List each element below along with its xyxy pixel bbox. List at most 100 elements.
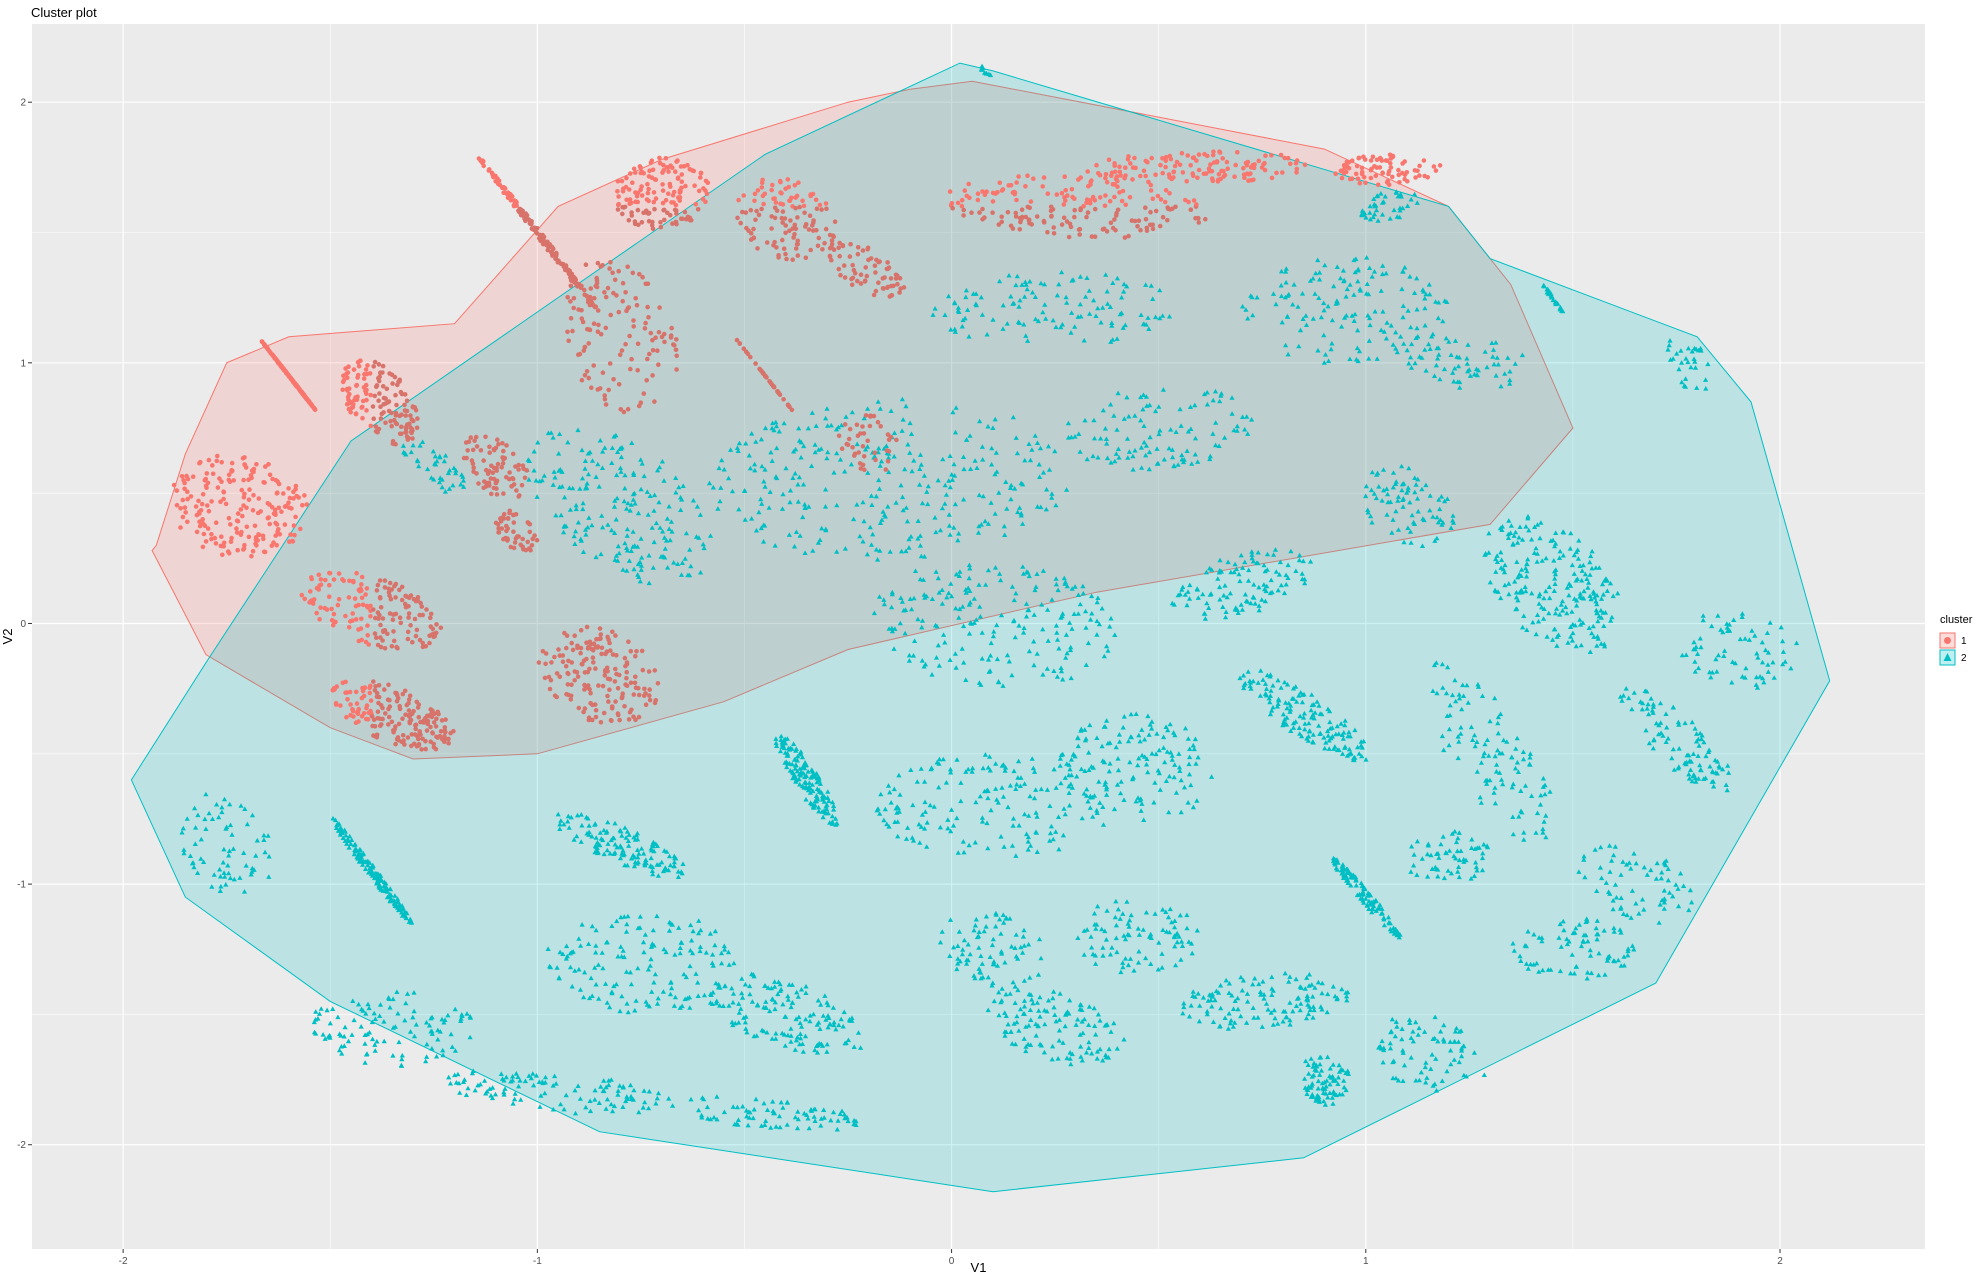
cluster-2-point: [823, 486, 829, 492]
cluster-2-point: [966, 575, 972, 581]
cluster-2-point: [992, 416, 998, 422]
cluster-2-point: [743, 1026, 749, 1031]
cluster-2-point: [831, 803, 837, 808]
cluster-2-point: [1023, 601, 1030, 606]
cluster-2-point: [793, 446, 799, 452]
cluster-2-point: [408, 920, 415, 925]
cluster-2-point: [1222, 583, 1228, 588]
cluster-1-point: [364, 408, 369, 413]
cluster-2-point: [1639, 896, 1646, 902]
cluster-2-point: [763, 1118, 769, 1123]
cluster-2-point: [956, 573, 962, 578]
cluster-2-point: [628, 981, 634, 987]
cluster-2-point: [1169, 919, 1175, 925]
cluster-2-point: [1446, 726, 1452, 732]
cluster-2-point: [1027, 1007, 1033, 1012]
cluster-2-point: [1321, 307, 1327, 313]
cluster-2-point: [1262, 691, 1269, 696]
cluster-2-point: [580, 506, 586, 512]
cluster-2-point: [1629, 888, 1635, 893]
cluster-2-point: [919, 500, 926, 506]
cluster-2-point: [1156, 404, 1162, 409]
cluster-2-point: [1100, 1057, 1106, 1063]
cluster-2-point: [1171, 730, 1177, 735]
cluster-2-point: [377, 885, 383, 890]
cluster-2-point: [1598, 596, 1605, 601]
cluster-2-point: [609, 990, 615, 996]
cluster-2-point: [1754, 685, 1761, 690]
cluster-2-point: [1079, 1057, 1085, 1063]
cluster-2-point: [985, 845, 991, 851]
cluster-2-point: [542, 1074, 549, 1080]
cluster-2-point: [1493, 340, 1499, 345]
cluster-2-point: [512, 1091, 518, 1096]
cluster-2-point: [899, 428, 905, 433]
cluster-2-point: [667, 537, 673, 543]
cluster-2-point: [1138, 394, 1144, 400]
cluster-2-point: [881, 817, 887, 823]
cluster-2-point: [1541, 606, 1547, 611]
cluster-2-point: [502, 1086, 508, 1091]
cluster-2-point: [1299, 733, 1305, 739]
cluster-1-point: [180, 514, 186, 520]
cluster-2-point: [714, 1116, 720, 1122]
cluster-2-point: [1339, 986, 1345, 992]
cluster-2-point: [1108, 615, 1114, 621]
cluster-2-point: [1691, 646, 1697, 652]
cluster-2-point: [666, 928, 673, 933]
cluster-2-point: [642, 932, 648, 937]
cluster-2-point: [1306, 733, 1312, 739]
cluster-2-point: [1203, 569, 1209, 575]
cluster-2-point: [1155, 460, 1161, 466]
cluster-2-point: [812, 449, 818, 455]
cluster-2-point: [1525, 928, 1531, 934]
cluster-2-point: [456, 1080, 462, 1086]
cluster-2-point: [1086, 767, 1092, 772]
cluster-2-point: [593, 835, 599, 840]
cluster-2-point: [1414, 275, 1420, 281]
cluster-2-point: [900, 507, 906, 513]
cluster-2-point: [1049, 491, 1055, 496]
cluster-2-point: [1124, 283, 1130, 289]
cluster-2-point: [1148, 961, 1154, 966]
cluster-2-point: [1694, 385, 1700, 390]
cluster-2-point: [1045, 607, 1051, 612]
cluster-2-point: [1143, 443, 1149, 448]
cluster-2-point: [1298, 1001, 1304, 1006]
cluster-2-point: [1591, 634, 1597, 639]
cluster-2-point: [1381, 915, 1387, 920]
cluster-2-point: [1166, 773, 1172, 779]
cluster-2-point: [1580, 939, 1587, 944]
cluster-2-point: [1245, 999, 1251, 1004]
cluster-2-point: [1363, 291, 1370, 296]
cluster-2-point: [1306, 1071, 1312, 1076]
cluster-2-point: [1631, 851, 1637, 856]
cluster-2-point: [1448, 870, 1454, 876]
cluster-2-point: [963, 590, 969, 595]
cluster-1-point: [347, 391, 352, 397]
cluster-2-point: [1686, 771, 1692, 777]
cluster-2-point: [1645, 701, 1651, 707]
cluster-2-point: [1231, 427, 1237, 433]
cluster-2-point: [1522, 943, 1528, 948]
cluster-2-point: [1385, 491, 1391, 497]
cluster-1-point: [390, 381, 395, 386]
cluster-2-point: [1667, 338, 1673, 343]
cluster-2-point: [942, 312, 948, 317]
cluster-2-point: [1691, 772, 1697, 777]
cluster-2-point: [828, 422, 834, 428]
cluster-2-point: [1393, 508, 1399, 514]
cluster-2-point: [1373, 495, 1379, 501]
cluster-2-point: [1086, 288, 1092, 293]
cluster-2-point: [650, 871, 656, 877]
cluster-2-point: [959, 951, 965, 957]
cluster-2-point: [230, 846, 236, 851]
cluster-2-point: [1311, 1007, 1317, 1013]
cluster-2-point: [597, 437, 603, 443]
cluster-2-point: [1370, 214, 1376, 220]
cluster-2-point: [1018, 512, 1024, 518]
cluster-2-point: [1378, 191, 1384, 196]
cluster-2-point: [195, 812, 201, 818]
cluster-2-point: [1324, 1009, 1330, 1015]
cluster-2-point: [1473, 864, 1479, 870]
